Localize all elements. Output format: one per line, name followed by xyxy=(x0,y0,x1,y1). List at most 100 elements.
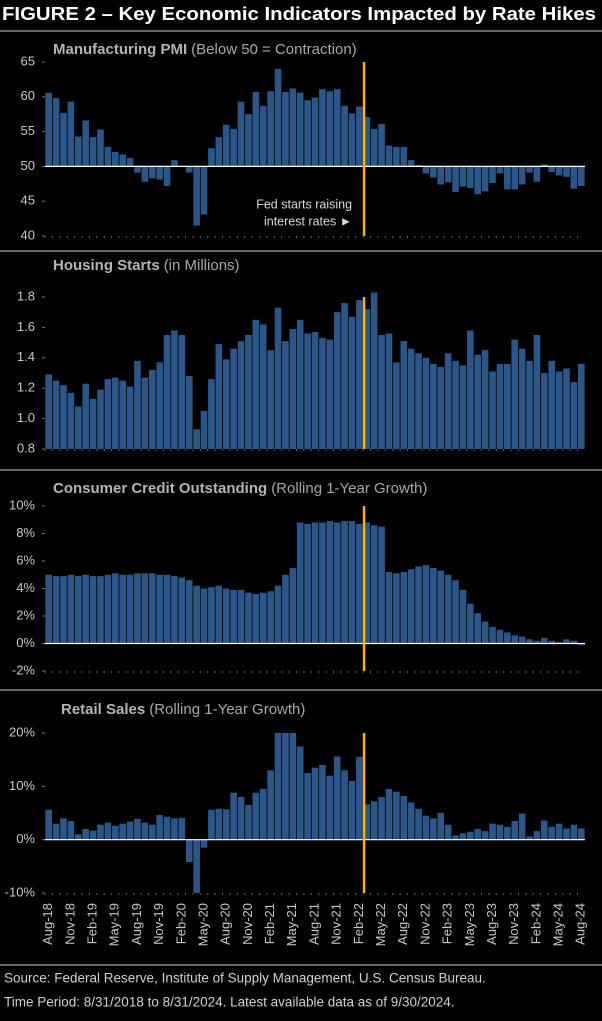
bar xyxy=(393,146,400,167)
bar xyxy=(45,574,52,644)
bar xyxy=(319,338,326,449)
bar xyxy=(193,429,200,449)
bar xyxy=(570,166,578,189)
bar xyxy=(474,166,482,195)
bar xyxy=(259,592,267,644)
bar xyxy=(60,385,67,449)
source-line: Time Period: 8/31/2018 to 8/31/2024. Lat… xyxy=(4,995,455,1010)
bar xyxy=(415,165,422,167)
bar xyxy=(437,813,445,840)
bar xyxy=(171,330,178,449)
bar xyxy=(208,587,215,644)
panel-title: Consumer Credit Outstanding (Rolling 1-Ye… xyxy=(53,480,427,497)
bar xyxy=(311,522,319,644)
bar xyxy=(45,374,52,449)
panel-subtitle: (in Millions) xyxy=(164,257,240,274)
bar xyxy=(518,813,526,840)
y-tick-label: 65 xyxy=(21,53,35,68)
bar xyxy=(82,829,89,840)
bar xyxy=(67,574,75,644)
bar xyxy=(430,363,437,449)
bar xyxy=(119,823,126,840)
bar xyxy=(82,574,89,644)
bar xyxy=(245,805,252,840)
bar xyxy=(252,594,260,644)
y-tick-label: 1.2 xyxy=(17,380,35,395)
bar xyxy=(459,589,467,644)
bar xyxy=(148,573,156,644)
bar xyxy=(467,166,474,188)
bar xyxy=(326,91,334,167)
bar xyxy=(407,160,415,167)
bar xyxy=(148,166,156,179)
bar xyxy=(548,826,556,840)
bar xyxy=(208,809,215,840)
bar xyxy=(222,809,230,840)
bar xyxy=(459,833,467,840)
y-tick-label: 1.8 xyxy=(17,288,35,303)
bar xyxy=(171,160,178,167)
bar xyxy=(126,386,134,449)
panel-subtitle: (Rolling 1-Year Growth) xyxy=(271,480,427,497)
bar xyxy=(452,166,459,193)
bar xyxy=(89,398,97,449)
bar xyxy=(363,116,371,167)
bar xyxy=(185,166,193,173)
bar xyxy=(348,521,356,644)
panel-subtitle: (Rolling 1-Year Growth) xyxy=(149,701,305,718)
bar xyxy=(67,821,75,840)
bar xyxy=(289,567,297,644)
bar xyxy=(467,330,474,449)
y-tick-label: 2% xyxy=(16,607,35,622)
x-tick-label: Aug-18 xyxy=(40,903,55,945)
bar xyxy=(326,521,334,644)
bar xyxy=(52,98,60,167)
bar xyxy=(467,603,474,644)
bar xyxy=(163,816,171,840)
bar xyxy=(489,371,496,449)
bar xyxy=(97,389,104,449)
bar xyxy=(296,92,304,167)
bar xyxy=(430,818,437,840)
bar xyxy=(74,576,82,644)
bar xyxy=(185,839,193,863)
bar xyxy=(259,789,267,840)
y-tick-label: 20% xyxy=(9,724,35,739)
bar xyxy=(511,821,519,840)
bar xyxy=(134,360,141,449)
bar xyxy=(489,166,496,184)
bar xyxy=(570,824,578,840)
panel-title-main: Retail Sales xyxy=(61,701,145,718)
bar xyxy=(385,789,393,840)
x-tick-label: Feb-21 xyxy=(262,903,277,944)
bar xyxy=(578,363,585,449)
figure-title: FIGURE 2 – Key Economic Indicators Impac… xyxy=(2,4,596,24)
panel-title: Housing Starts (in Millions) xyxy=(53,257,240,274)
x-tick-label: Aug-22 xyxy=(395,903,410,945)
bar xyxy=(230,128,237,167)
bar xyxy=(363,522,371,644)
y-tick-label: 10% xyxy=(9,497,35,512)
bar xyxy=(541,164,548,167)
bar xyxy=(511,339,519,449)
bar xyxy=(452,360,459,449)
bar xyxy=(489,627,496,644)
x-tick-label: Nov-21 xyxy=(329,903,344,945)
bar xyxy=(437,570,445,644)
panel-title: Retail Sales (Rolling 1-Year Growth) xyxy=(61,701,305,718)
bar xyxy=(304,523,311,644)
bar xyxy=(326,339,334,449)
bar xyxy=(400,341,408,449)
bar xyxy=(378,797,385,840)
bar xyxy=(319,89,326,167)
bar xyxy=(481,831,489,840)
y-tick-label: -2% xyxy=(12,662,36,677)
x-tick-label: May-19 xyxy=(107,903,122,946)
x-tick-label: May-24 xyxy=(551,903,566,946)
bar xyxy=(82,383,89,449)
bar xyxy=(526,360,533,449)
bar xyxy=(282,733,289,840)
bar xyxy=(504,826,511,840)
bar xyxy=(407,348,415,449)
